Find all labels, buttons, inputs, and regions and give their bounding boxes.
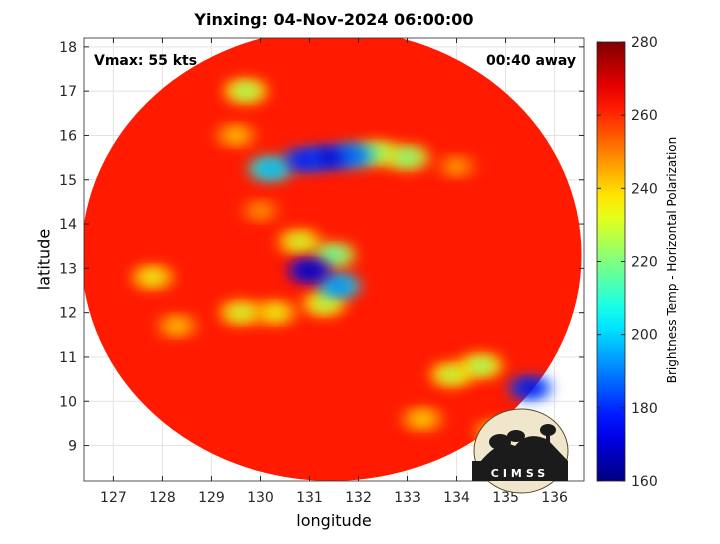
chart-title: Yinxing: 04-Nov-2024 06:00:00 (194, 10, 474, 29)
tb-feature (140, 270, 165, 285)
tb-feature (228, 305, 253, 320)
tb-feature (297, 263, 322, 278)
colorbar-tick-label: 200 (631, 328, 658, 344)
x-axis-label: longitude (296, 511, 372, 530)
y-tick-label: 15 (59, 173, 77, 189)
colorbar-label: Brightness Temp - Horizontal Polarizatio… (665, 136, 679, 384)
tb-feature (326, 279, 351, 294)
x-tick-label: 127 (100, 490, 127, 506)
logo-text: CIMSS (491, 467, 549, 480)
tb-feature (469, 358, 494, 373)
tb-feature (518, 380, 543, 395)
cimss-logo: CIMSS (472, 408, 569, 494)
tb-feature (165, 318, 190, 333)
logo-dish (507, 430, 525, 442)
tb-feature (322, 248, 346, 263)
tb-feature (258, 161, 283, 176)
x-tick-label: 130 (247, 490, 274, 506)
x-tick-label: 132 (345, 490, 372, 506)
y-tick-label: 10 (59, 394, 77, 410)
tb-feature (444, 159, 469, 174)
tb-feature (312, 296, 337, 311)
y-tick-label: 9 (68, 439, 77, 455)
tb-feature (287, 234, 312, 249)
logo-band (472, 461, 568, 481)
y-axis-label: latitude (34, 228, 54, 291)
colorbar (596, 41, 626, 482)
colorbar-tick-label: 240 (631, 181, 658, 197)
y-tick-label: 16 (59, 128, 77, 144)
logo-tank (540, 424, 556, 436)
tb-feature (395, 150, 420, 165)
tb-feature (263, 305, 288, 320)
colorbar-tick-label: 160 (631, 474, 658, 490)
tb-feature (439, 367, 464, 382)
x-tick-label: 128 (149, 490, 176, 506)
plot-frame (83, 37, 585, 482)
colorbar-tick-label: 180 (631, 401, 658, 417)
x-tick-label: 136 (541, 490, 568, 506)
tb-feature (410, 411, 435, 426)
tb-feature (317, 150, 342, 165)
colorbar-tick-label: 260 (631, 108, 658, 124)
y-tick-label: 17 (59, 84, 77, 100)
logo-tower (546, 432, 550, 462)
feature-layer (130, 79, 553, 445)
x-tick-label: 135 (492, 490, 519, 506)
tb-feature (248, 203, 273, 218)
x-tick-label: 133 (394, 490, 421, 506)
y-tick-label: 14 (59, 217, 77, 233)
time-away-annotation: 00:40 away (486, 53, 576, 69)
x-tick-label: 134 (443, 490, 470, 506)
x-tick-label: 131 (296, 490, 323, 506)
y-tick-label: 18 (59, 40, 77, 56)
tb-feature (223, 128, 248, 143)
swath-group (84, 38, 582, 481)
logo-dish (489, 434, 511, 450)
x-tick-label: 129 (198, 490, 225, 506)
y-tick-label: 11 (59, 350, 77, 366)
tb-feature (233, 84, 258, 99)
y-tick-label: 12 (59, 306, 77, 322)
colorbar-tick-label: 280 (631, 35, 658, 51)
y-tick-label: 13 (59, 261, 77, 277)
colorbar-tick-label: 220 (631, 255, 658, 271)
vmax-annotation: Vmax: 55 kts (94, 53, 198, 69)
